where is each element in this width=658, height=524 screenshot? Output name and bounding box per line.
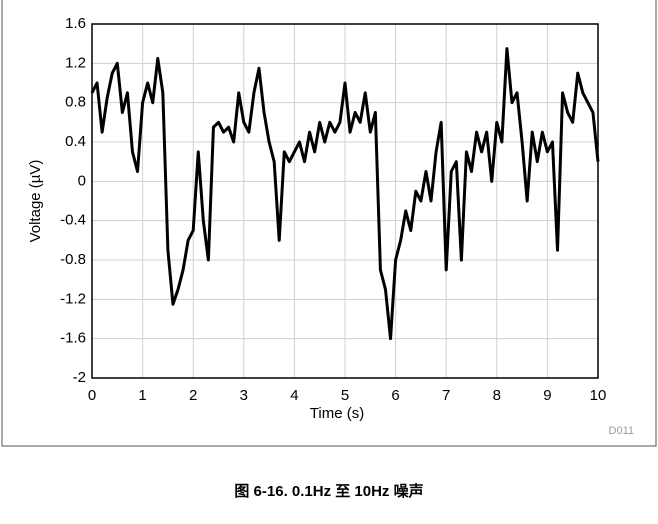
y-tick-label: 0.4 [65, 133, 86, 150]
x-tick-label: 2 [189, 387, 197, 404]
x-tick-label: 8 [493, 387, 501, 404]
x-tick-label: 6 [391, 387, 399, 404]
caption: 图 6-16. 0.1Hz 至 10Hz 噪声 [234, 482, 423, 500]
x-axis-label: Time (s) [310, 405, 364, 422]
data-line [90, 47, 600, 341]
x-tick-label: 5 [341, 387, 349, 404]
x-tick-label: 4 [290, 387, 298, 404]
x-tick-label: 9 [543, 387, 551, 404]
y-tick-label: 1.2 [65, 54, 86, 71]
x-tick-label: 1 [138, 387, 146, 404]
y-tick-label: -0.8 [60, 251, 86, 268]
y-tick-label: -2 [73, 369, 86, 386]
y-tick-label: -1.6 [60, 330, 86, 347]
figure-code: D011 [609, 425, 634, 437]
frame [1, 0, 657, 447]
x-tick-label: 3 [240, 387, 248, 404]
y-axis-label: Voltage (µV) [27, 160, 44, 243]
y-tick-label: -0.4 [60, 212, 86, 229]
y-tick-label: 0.8 [65, 94, 86, 111]
x-tick-label: 0 [88, 387, 96, 404]
y-tick-label: 1.6 [65, 15, 86, 32]
x-tick-label: 10 [590, 387, 607, 404]
x-tick-label: 7 [442, 387, 450, 404]
y-tick-label: 0 [78, 172, 86, 189]
y-tick-label: -1.2 [60, 290, 86, 307]
plot-border [91, 23, 599, 379]
